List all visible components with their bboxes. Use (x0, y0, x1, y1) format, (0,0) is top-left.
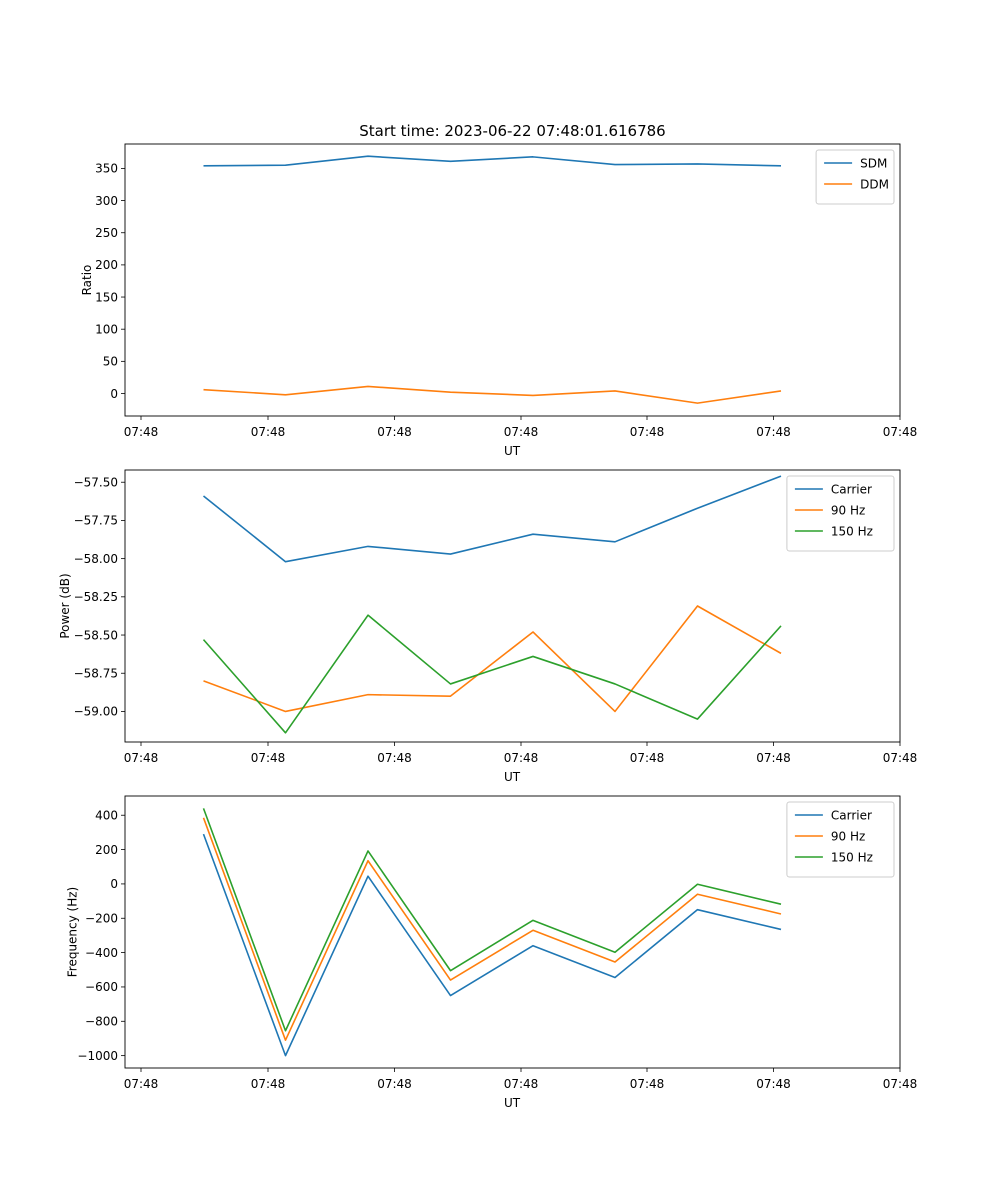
y-tick-label: 250 (95, 226, 118, 240)
x-tick-label: 07:48 (124, 425, 159, 439)
axes-frame (124, 143, 901, 417)
y-tick-label: 300 (95, 194, 118, 208)
y-tick-label: −800 (85, 1015, 118, 1029)
subplot-1: 07:48 07:48 07:48 07:48 07:48 07:48 07:48 UT 0 50… (80, 143, 918, 458)
y-tick-label: 150 (95, 290, 118, 304)
x-tick-label: 07:48 (630, 1077, 665, 1091)
y-tick-label: 50 (103, 355, 118, 369)
y-tick-label: 0 (110, 877, 118, 891)
y-axis-label: Ratio (80, 265, 94, 296)
x-tick-label: 07:48 (630, 751, 665, 765)
legend-entry: 90 Hz (831, 504, 865, 518)
y-tick-label: 400 (95, 809, 118, 823)
x-tick-label: 07:48 (377, 425, 412, 439)
y-tick-label: 350 (95, 162, 118, 176)
x-tick-label: 07:48 (883, 751, 918, 765)
legend-entry: Carrier (831, 483, 872, 497)
subplot-2: 07:48 07:48 07:48 07:48 07:48 07:48 07:48 UT −59… (58, 469, 918, 784)
axes-frame (124, 795, 901, 1069)
x-tick-label: 07:48 (251, 751, 286, 765)
subplot-3: 07:48 07:48 07:48 07:48 07:48 07:48 07:48 UT −10… (66, 795, 918, 1110)
x-tick-label: 07:48 (756, 1077, 791, 1091)
x-tick-label: 07:48 (883, 425, 918, 439)
y-axis-label: Power (dB) (58, 573, 72, 638)
y-tick-label: −59.00 (74, 705, 118, 719)
y-tick-label: −57.50 (74, 476, 118, 490)
chart-title: Start time: 2023-06-22 07:48:01.616786 (359, 122, 665, 140)
y-tick-label: −57.75 (74, 514, 118, 528)
x-tick-label: 07:48 (124, 751, 159, 765)
x-tick-label: 07:48 (756, 751, 791, 765)
y-tick-label: −58.25 (74, 590, 118, 604)
x-tick-label: 07:48 (124, 1077, 159, 1091)
legend-entry: 150 Hz (831, 851, 873, 865)
x-tick-label: 07:48 (756, 425, 791, 439)
legend-box (786, 801, 895, 878)
y-tick-label: −58.50 (74, 628, 118, 642)
y-tick-label: −58.75 (74, 667, 118, 681)
series-line-150-hz (202, 614, 782, 734)
legend: SDM DDM (815, 149, 895, 205)
legend-entry: DDM (860, 178, 889, 192)
x-tick-label: 07:48 (883, 1077, 918, 1091)
y-axis-label: Frequency (Hz) (66, 887, 80, 978)
y-tick-label: 200 (95, 258, 118, 272)
x-tick-label: 07:48 (377, 751, 412, 765)
legend-entry: SDM (860, 157, 887, 171)
series-line-ddm (203, 385, 782, 404)
series-line-90-hz (202, 817, 782, 1041)
x-tick-label: 07:48 (504, 751, 539, 765)
legend-entry: 150 Hz (831, 525, 873, 539)
y-tick-label: −1000 (77, 1049, 118, 1063)
series-line-90-hz (203, 605, 782, 713)
x-tick-label: 07:48 (251, 425, 286, 439)
x-tick-label: 07:48 (630, 425, 665, 439)
legend: Carrier 90 Hz 150 Hz (786, 801, 895, 878)
axes-frame (124, 469, 901, 743)
x-axis-label: UT (504, 444, 521, 458)
x-tick-label: 07:48 (504, 425, 539, 439)
series-line-150-hz (202, 808, 782, 1032)
x-tick-label: 07:48 (504, 1077, 539, 1091)
y-tick-label: −400 (85, 946, 118, 960)
legend-entry: 90 Hz (831, 830, 865, 844)
series-line-carrier (202, 475, 782, 563)
x-tick-label: 07:48 (251, 1077, 286, 1091)
y-tick-label: −200 (85, 912, 118, 926)
x-tick-label: 07:48 (377, 1077, 412, 1091)
legend: Carrier 90 Hz 150 Hz (786, 475, 895, 552)
series-line-sdm (203, 155, 782, 167)
x-axis-label: UT (504, 1096, 521, 1110)
legend-entry: Carrier (831, 809, 872, 823)
series-line-carrier (202, 833, 782, 1057)
y-tick-label: −600 (85, 980, 118, 994)
x-axis-label: UT (504, 770, 521, 784)
y-tick-label: −58.00 (74, 552, 118, 566)
y-tick-label: 200 (95, 843, 118, 857)
legend-box (786, 475, 895, 552)
y-tick-label: 0 (110, 387, 118, 401)
y-tick-label: 100 (95, 322, 118, 336)
